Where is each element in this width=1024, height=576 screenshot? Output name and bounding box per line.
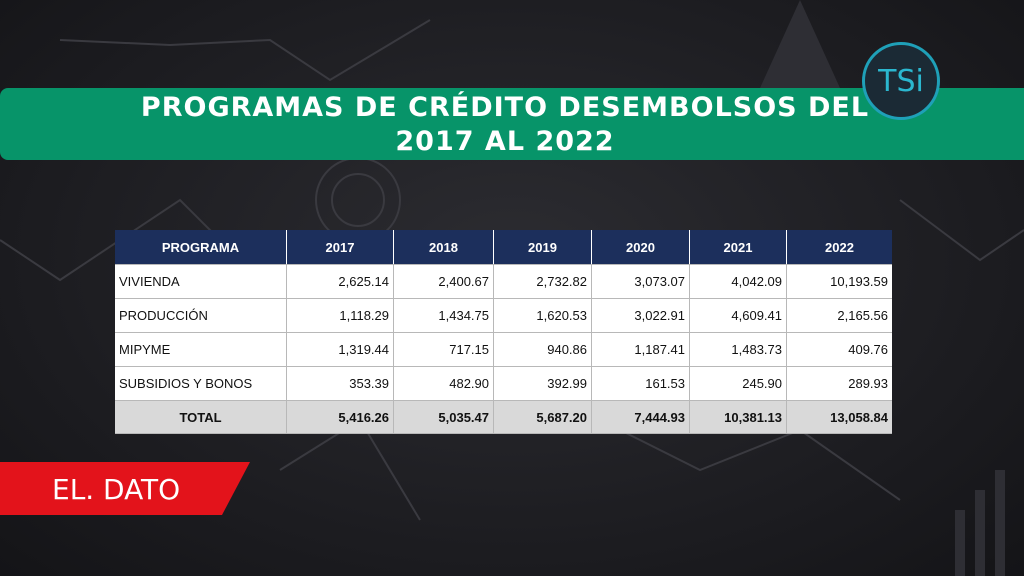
table-cell: 1,483.73	[690, 333, 787, 366]
badge-shape	[0, 462, 250, 515]
data-table: PROGRAMA 2017 2018 2019 2020 2021 2022 VIVIENDA…	[115, 230, 892, 434]
table-cell: 161.53	[592, 367, 690, 400]
total-row: TOTAL 5,416.26 5,035.47 5,687.20 7,444.93 10,…	[115, 401, 892, 434]
table-cell: 289.93	[848, 376, 888, 391]
badge: EL. DATO	[0, 462, 250, 515]
table-row: SUBSIDIOS Y BONOS 353.39 482.90 392.99 161.5…	[115, 367, 892, 401]
table-cell: 353.39	[287, 367, 394, 400]
table-cell: 2018	[394, 230, 494, 264]
title-line: 2017 AL 2022	[395, 126, 615, 157]
table-cell: 4,609.41	[690, 299, 787, 332]
table-cell: TOTAL	[115, 401, 287, 433]
title-line: PROGRAMAS DE CRÉDITO DESEMBOLSOS DEL	[140, 92, 870, 123]
table-cell: 10,193.59	[830, 274, 888, 289]
table-row: MIPYME 1,319.44 717.15 940.86 1,187.41 1,483.…	[115, 333, 892, 367]
table-cell: 2,732.82	[494, 265, 592, 298]
table-cell: SUBSIDIOS Y BONOS	[115, 367, 287, 400]
table-cell: 2020	[592, 230, 690, 264]
table-cell: 5,687.20	[494, 401, 592, 433]
table-cell: 2,625.14	[287, 265, 394, 298]
table-cell: 2019	[494, 230, 592, 264]
table-cell: 717.15	[394, 333, 494, 366]
table-cell: 2021	[690, 230, 787, 264]
table-row: VIVIENDA 2,625.14 2,400.67 2,732.82 3,073.07…	[115, 265, 892, 299]
table-cell: 482.90	[394, 367, 494, 400]
table-cell: 5,035.47	[394, 401, 494, 433]
table-cell: 1,187.41	[592, 333, 690, 366]
table-cell: 245.90	[690, 367, 787, 400]
table-cell: 1,620.53	[494, 299, 592, 332]
table-cell: PROGRAMA	[115, 230, 287, 264]
table-cell: 2,165.56	[837, 308, 888, 323]
table-cell: MIPYME	[115, 333, 287, 366]
badge-text: EL.	[52, 473, 94, 506]
table-cell: 409.76	[848, 342, 888, 357]
header-row: PROGRAMA 2017 2018 2019 2020 2021 2022	[115, 230, 892, 265]
table-row: PRODUCCIÓN 1,118.29 1,434.75 1,620.53 3,022.…	[115, 299, 892, 333]
table-cell: 940.86	[494, 333, 592, 366]
table-cell: 5,416.26	[287, 401, 394, 433]
table-cell: 2017	[287, 230, 394, 264]
table-cell: 1,434.75	[394, 299, 494, 332]
table-cell: PRODUCCIÓN	[115, 299, 287, 332]
table-cell: 3,022.91	[592, 299, 690, 332]
table-cell: VIVIENDA	[115, 265, 287, 298]
table-cell: 1,118.29	[287, 299, 394, 332]
table-cell: 2,400.67	[394, 265, 494, 298]
table-cell: 7,444.93	[592, 401, 690, 433]
table-cell: 392.99	[494, 367, 592, 400]
table-cell: 1,319.44	[287, 333, 394, 366]
table-cell: 3,073.07	[592, 265, 690, 298]
badge-text: DATO	[103, 473, 180, 506]
table-cell: 2022	[825, 239, 854, 255]
table-cell: 4,042.09	[690, 265, 787, 298]
table-cell: 13,058.84	[830, 409, 888, 425]
title-banner: PROGRAMAS DE CRÉDITO DESEMBOLSOS DEL 201…	[0, 88, 1024, 160]
logo: TSi	[862, 42, 940, 120]
table-cell: 10,381.13	[690, 401, 787, 433]
